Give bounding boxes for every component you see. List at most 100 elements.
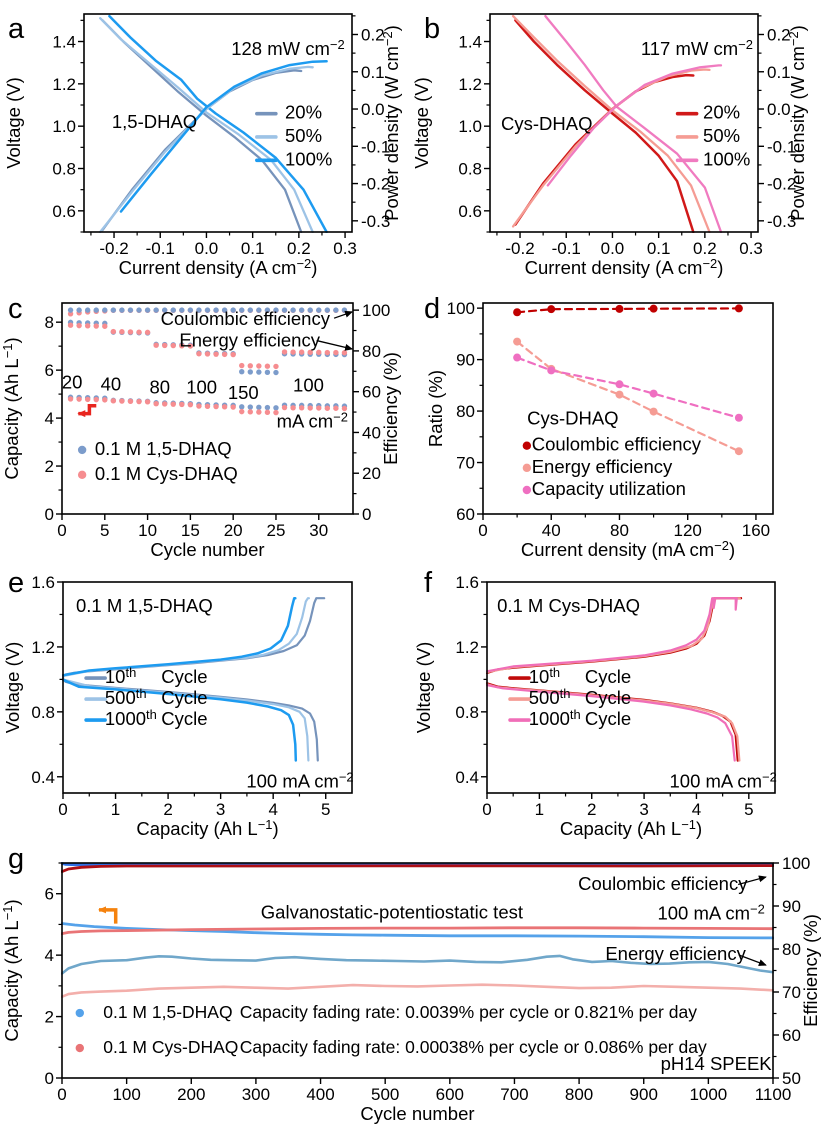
annotation-text: 100 [186, 377, 217, 398]
y-right-tick-label: 40 [362, 423, 381, 442]
x-tick-label: 3 [216, 800, 225, 819]
legend-label: 500th [105, 686, 147, 708]
legend-label-2: Cycle [585, 666, 631, 687]
plot-frame [62, 581, 353, 794]
legend-label: 20% [703, 102, 740, 123]
x-tick-label: 0.0 [601, 239, 625, 258]
y-left-tick-label: 2 [45, 1008, 54, 1027]
panel-label-f: f [424, 567, 433, 599]
plot-frame [83, 13, 353, 233]
annotation-text: 1,5-DHAQ [112, 111, 197, 132]
annotation-text: pH14 SPEEK [661, 1053, 773, 1074]
annotation-text: Cys-DHAQ [527, 407, 618, 428]
series-charge-1000th [62, 596, 297, 677]
y-left-axis-title: Capacity (Ah L−1) [0, 899, 22, 1041]
x-tick-label: 0.0 [195, 239, 219, 258]
series-capacity-15dhaq [61, 922, 774, 940]
annotation-text: mA cm−2 [277, 409, 348, 431]
x-tick-label: 300 [242, 1085, 270, 1104]
panel-e-chart: e 0 1 2 3 4 5 Capacity (Ah L−1) 0.4 0.8 1.2 1.6 Volt… [2, 567, 354, 839]
y-right-tick-label: 90 [782, 897, 801, 916]
annotation-text: 100 mA cm−2 [657, 901, 764, 923]
y-right-tick-label: -0.3 [361, 212, 390, 231]
x-tick-label: 4 [268, 800, 277, 819]
legend-label: 100% [703, 148, 750, 169]
y-left-axis-title: Ratio (%) [425, 370, 446, 447]
x-tick-label: 25 [267, 521, 286, 540]
y-left-tick-label: 0.8 [52, 160, 76, 179]
y-right-tick-label: -0.2 [361, 175, 390, 194]
annotation-text: Energy efficiency [179, 329, 320, 350]
series-power-20 [101, 69, 303, 232]
x-tick-label: 2 [587, 800, 596, 819]
y-right-axis-title: Power density (W cm−2) [786, 25, 808, 221]
y-right-tick-label: 0.2 [361, 25, 385, 44]
series-power-100 [546, 64, 723, 187]
x-tick-label: 20 [224, 521, 243, 540]
series-capacity-red [67, 396, 348, 416]
x-tick-label: 0.2 [693, 239, 717, 258]
y-right-tick-label: -0.2 [767, 175, 796, 194]
y-right-tick-label: 0.0 [361, 100, 385, 119]
y-left-tick-label: 0.8 [458, 160, 482, 179]
annotation-text: 40 [101, 374, 122, 395]
panel-label-e: e [8, 567, 24, 599]
y-right-tick-label: 0.1 [361, 63, 385, 82]
panel-g-chart: g0 100 200 300 400 500 600 700 800 900 1000 1100Cyc… [0, 843, 821, 1124]
series-power-50 [511, 68, 711, 228]
x-tick-label: 3 [639, 800, 648, 819]
series-energy-efficiency-cys [61, 983, 774, 998]
panel-a-chart: a -0.2 -0.1 0.0 0.1 0.2 0.3 Current density (A … [3, 13, 402, 278]
y-right-tick-label: 50 [782, 1069, 801, 1088]
x-tick-label: 100 [112, 1085, 140, 1104]
panel-label-b: b [424, 13, 440, 45]
x-tick-label: 10 [138, 521, 157, 540]
x-tick-label: 200 [177, 1085, 205, 1104]
y-left-tick-label: 1.4 [458, 33, 482, 52]
y-right-axis-title: Power density (W cm−2) [380, 25, 402, 221]
legend-label: Coulombic efficiency [532, 434, 702, 455]
y-left-tick-label: 0.4 [31, 768, 55, 787]
y-left-tick-label: 0 [45, 505, 54, 524]
y-right-tick-label: 100 [362, 301, 390, 320]
y-left-tick-label: 6 [45, 361, 54, 380]
x-tick-label: 0 [478, 521, 487, 540]
y-left-tick-label: 1.6 [455, 573, 479, 592]
legend-label: 1000th [529, 707, 581, 729]
y-right-tick-label: 0.2 [767, 25, 791, 44]
x-tick-label: 500 [371, 1085, 399, 1104]
y-left-tick-label: 0.6 [458, 202, 482, 221]
x-tick-label: 0 [58, 800, 67, 819]
legend-label: 10th [105, 665, 136, 687]
legend-swatch [77, 445, 87, 455]
series-polarization-50 [99, 17, 314, 233]
x-tick-label: -0.1 [146, 239, 175, 258]
legend-swatch [522, 485, 532, 495]
series-power-100 [119, 60, 328, 213]
x-tick-label: 30 [309, 521, 328, 540]
annotation-text: Cys-DHAQ [501, 113, 592, 134]
x-tick-label: 1 [535, 800, 544, 819]
x-tick-label: 5 [744, 800, 753, 819]
legend-label-2: Cycle [161, 687, 207, 708]
legend-label: 20% [285, 102, 322, 123]
series-polarization-20 [514, 19, 695, 233]
annotation-text: 117 mW cm−2 [641, 37, 753, 59]
y-right-tick-label: 20 [362, 464, 381, 483]
plot-frame [482, 302, 774, 515]
annotation-text: 128 mW cm−2 [231, 37, 344, 59]
plot-frame [486, 581, 776, 794]
legend-swatch [522, 463, 532, 473]
legend-label-2: Cycle [161, 666, 207, 687]
direction-step-arrow [77, 404, 97, 418]
y-left-tick-label: 80 [456, 402, 475, 421]
plot-frame [489, 13, 759, 233]
y-left-tick-label: 1.6 [31, 573, 55, 592]
legend-label: 500th [529, 686, 571, 708]
y-left-tick-label: 1.2 [458, 75, 482, 94]
x-tick-label: 5 [100, 521, 109, 540]
x-axis-title: Current density (mA cm−2) [521, 538, 735, 560]
panel-b-chart: b -0.2 -0.1 0.0 0.1 0.2 0.3 Current density (A … [411, 13, 808, 278]
